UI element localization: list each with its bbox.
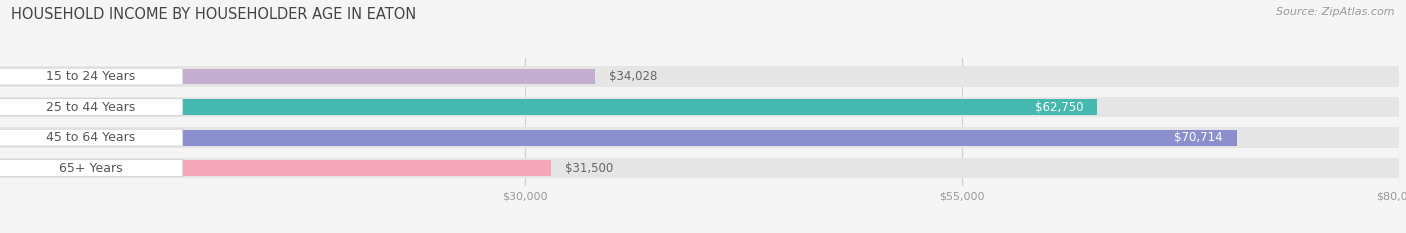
Text: $34,028: $34,028 <box>609 70 658 83</box>
Bar <box>0 160 551 176</box>
Bar <box>0 97 1399 117</box>
FancyBboxPatch shape <box>0 99 183 116</box>
Text: 65+ Years: 65+ Years <box>59 162 122 175</box>
FancyBboxPatch shape <box>0 160 183 176</box>
FancyBboxPatch shape <box>0 68 183 85</box>
Text: 45 to 64 Years: 45 to 64 Years <box>46 131 135 144</box>
Bar <box>0 158 1399 178</box>
Text: $62,750: $62,750 <box>1035 101 1084 113</box>
Bar <box>0 66 1399 87</box>
FancyBboxPatch shape <box>0 129 183 146</box>
Bar <box>0 130 1237 146</box>
Text: HOUSEHOLD INCOME BY HOUSEHOLDER AGE IN EATON: HOUSEHOLD INCOME BY HOUSEHOLDER AGE IN E… <box>11 7 416 22</box>
Bar <box>0 69 595 85</box>
Text: 25 to 44 Years: 25 to 44 Years <box>46 101 135 113</box>
Bar <box>0 99 1097 115</box>
Text: $70,714: $70,714 <box>1174 131 1223 144</box>
Text: $31,500: $31,500 <box>565 162 613 175</box>
Bar <box>0 127 1399 148</box>
Text: 15 to 24 Years: 15 to 24 Years <box>46 70 135 83</box>
Text: Source: ZipAtlas.com: Source: ZipAtlas.com <box>1277 7 1395 17</box>
